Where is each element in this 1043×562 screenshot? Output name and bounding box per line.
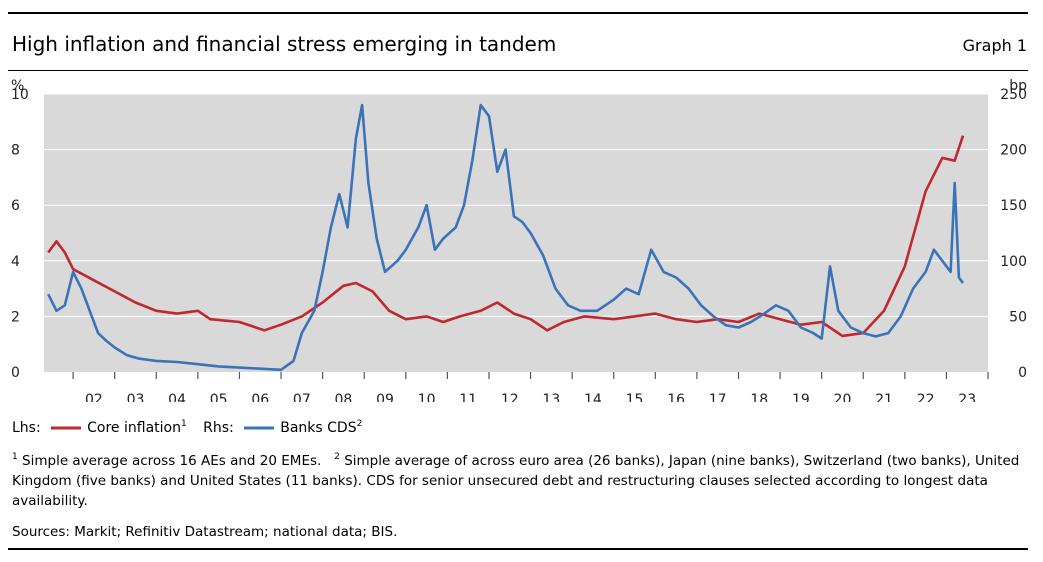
- x-tick-label: 04: [168, 392, 186, 402]
- legend-cds-label: Banks CDS: [280, 420, 357, 436]
- x-tick-label: 06: [251, 392, 269, 402]
- x-tick-label: 08: [335, 392, 353, 402]
- legend-inflation-swatch: [51, 426, 82, 430]
- x-tick-label: 07: [293, 392, 311, 402]
- x-tick-label: 13: [542, 392, 560, 402]
- left-tick-label: 6: [11, 198, 20, 214]
- left-tick-label: 0: [11, 365, 20, 381]
- sources: Sources: Markit; Refinitiv Datastream; n…: [12, 524, 398, 540]
- legend-inflation-label: Core inflation: [87, 420, 181, 436]
- footnotes: 1 Simple average across 16 AEs and 20 EM…: [12, 451, 1032, 511]
- right-tick-label: 0: [1018, 365, 1027, 381]
- chart-title: High inflation and financial stress emer…: [12, 32, 557, 56]
- right-tick-label: 150: [1000, 198, 1027, 214]
- plot-background: [44, 94, 988, 372]
- x-tick-label: 22: [917, 392, 935, 402]
- x-tick-label: 21: [875, 392, 893, 402]
- left-tick-label: 8: [11, 143, 20, 159]
- legend-cds-footnote-mark: 2: [356, 419, 363, 429]
- x-tick-label: 15: [626, 392, 644, 402]
- x-tick-label: 12: [501, 392, 519, 402]
- graph-number: Graph 1: [962, 36, 1027, 55]
- left-axis-unit: %: [11, 78, 24, 94]
- right-tick-label: 50: [1009, 309, 1027, 325]
- title-rule: [8, 70, 1028, 71]
- footnote-2-mark: 2: [334, 452, 340, 462]
- top-rule: [8, 12, 1028, 14]
- left-tick-label: 4: [11, 254, 20, 270]
- bottom-rule: [8, 548, 1028, 550]
- right-tick-label: 100: [1000, 254, 1027, 270]
- x-tick-label: 09: [376, 392, 394, 402]
- legend: Lhs: Core inflation1 Rhs: Banks CDS2: [12, 419, 363, 437]
- x-tick-label: 10: [418, 392, 436, 402]
- left-tick-label: 10: [11, 87, 29, 103]
- legend-lhs-prefix: Lhs:: [12, 420, 41, 436]
- legend-inflation-footnote-mark: 1: [180, 419, 187, 429]
- right-tick-label: 200: [1000, 143, 1027, 159]
- right-axis-unit: bp: [1009, 78, 1027, 94]
- series-line-banks-cds: [47, 103, 965, 372]
- x-tick-label: 11: [459, 392, 477, 402]
- footnote-1: Simple average across 16 AEs and 20 EMEs…: [22, 453, 322, 469]
- x-tick-label: 20: [834, 392, 852, 402]
- x-tick-label: 19: [792, 392, 810, 402]
- series-line-core-inflation: [47, 135, 965, 338]
- x-tick-label: 16: [667, 392, 685, 402]
- footnote-1-mark: 1: [12, 452, 18, 462]
- x-tick-label: 14: [584, 392, 602, 402]
- x-tick-label: 02: [85, 392, 103, 402]
- right-tick-label: 250: [1000, 87, 1027, 103]
- footnote-2: Simple average of across euro area (26 b…: [12, 453, 1020, 509]
- x-tick-label: 17: [709, 392, 727, 402]
- x-tick-label: 03: [127, 392, 145, 402]
- x-tick-label: 23: [958, 392, 976, 402]
- left-tick-label: 2: [11, 309, 20, 325]
- legend-cds-swatch: [244, 426, 275, 430]
- x-tick-label: 18: [750, 392, 768, 402]
- legend-rhs-prefix: Rhs:: [203, 420, 234, 436]
- x-tick-label: 05: [210, 392, 228, 402]
